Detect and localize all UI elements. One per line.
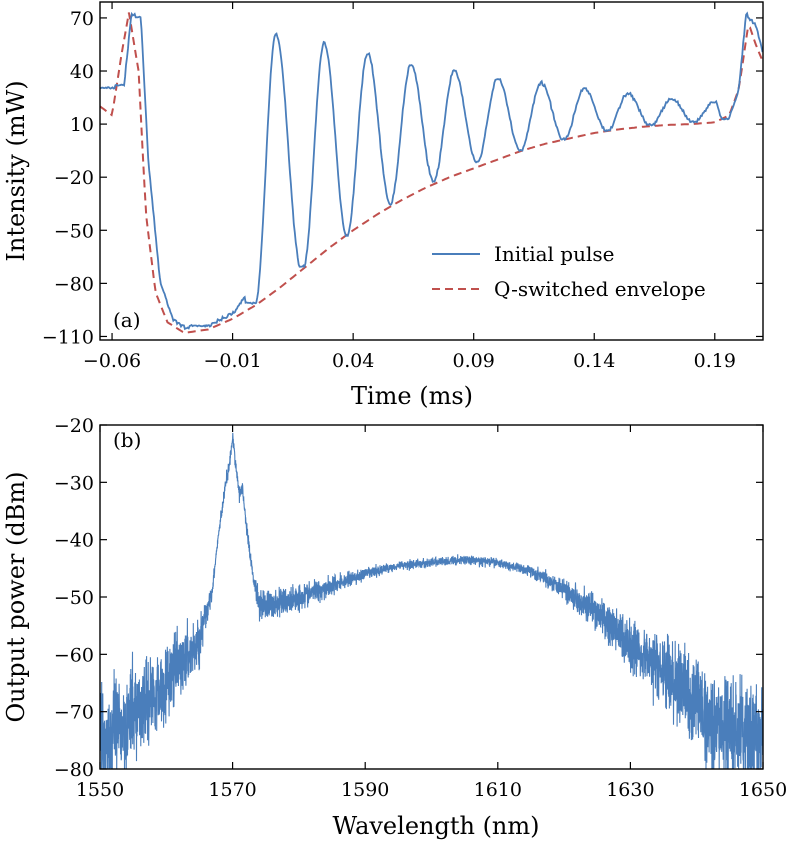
panel-b-y-axis-label: Output power (dBm) [2, 471, 30, 722]
x-tick-label: 1650 [739, 779, 787, 801]
panel-a-y-axis-label: Intensity (mW) [2, 80, 30, 261]
y-tick-label: −30 [54, 472, 94, 494]
y-tick-label: −110 [42, 326, 94, 348]
y-tick-label: −20 [54, 167, 94, 189]
y-tick-label: −50 [54, 587, 94, 609]
x-tick-label: 1610 [474, 779, 522, 801]
x-tick-label: 1570 [208, 779, 256, 801]
y-tick-label: −80 [54, 273, 94, 295]
panel-a-intensity-chart: −0.06 −0.01 0.04 0.09 0.14 0.19 −110 −80 −50 −20… [2, 1, 764, 410]
x-tick-label: 1550 [76, 779, 124, 801]
x-tick-label: −0.06 [83, 350, 141, 372]
series-initial-pulse [100, 11, 763, 331]
y-tick-label: −50 [54, 220, 94, 242]
panel-a-plot-area [100, 11, 763, 334]
y-tick-label: 40 [70, 61, 94, 83]
x-tick-label: 0.19 [694, 350, 736, 372]
y-tick-label: 70 [70, 8, 94, 30]
y-tick-label: 10 [70, 114, 94, 136]
panel-a-y-ticks: −110 −80 −50 −20 10 40 70 [42, 8, 763, 348]
y-tick-label: −70 [54, 702, 94, 724]
y-tick-label: −40 [54, 530, 94, 552]
panel-b-spectrum-chart: 1550 1570 1590 1610 1630 1650 −80 −70 −60 −50 −40… [2, 415, 787, 840]
panel-b-x-ticks: 1550 1570 1590 1610 1630 1650 [76, 425, 787, 801]
y-tick-label: −60 [54, 644, 94, 666]
x-tick-label: 1590 [341, 779, 389, 801]
panel-a-frame [99, 1, 764, 341]
legend-label-initial-pulse: Initial pulse [494, 242, 614, 266]
panel-b-label: (b) [113, 428, 141, 452]
panel-b-frame [99, 424, 764, 770]
x-tick-label: 0.14 [573, 350, 615, 372]
x-tick-label: 0.04 [332, 350, 374, 372]
panel-a-x-axis-label: Time (ms) [351, 382, 473, 410]
series-q-switched-envelope [100, 12, 763, 334]
x-tick-label: −0.01 [203, 350, 261, 372]
y-tick-label: −80 [54, 759, 94, 781]
panel-a-legend: Initial pulse Q-switched envelope [432, 242, 706, 301]
x-tick-label: 1630 [606, 779, 654, 801]
panel-a-label: (a) [113, 308, 141, 332]
panel-b-plot-area [100, 432, 763, 769]
series-spectrum [100, 432, 763, 769]
panel-b-x-axis-label: Wavelength (nm) [332, 812, 539, 840]
y-tick-label: −20 [54, 415, 94, 437]
legend-label-q-switched-envelope: Q-switched envelope [494, 277, 706, 301]
x-tick-label: 0.09 [453, 350, 495, 372]
panel-a-x-ticks: −0.06 −0.01 0.04 0.09 0.14 0.19 [83, 2, 736, 372]
panel-b-y-ticks: −80 −70 −60 −50 −40 −30 −20 [54, 415, 763, 781]
